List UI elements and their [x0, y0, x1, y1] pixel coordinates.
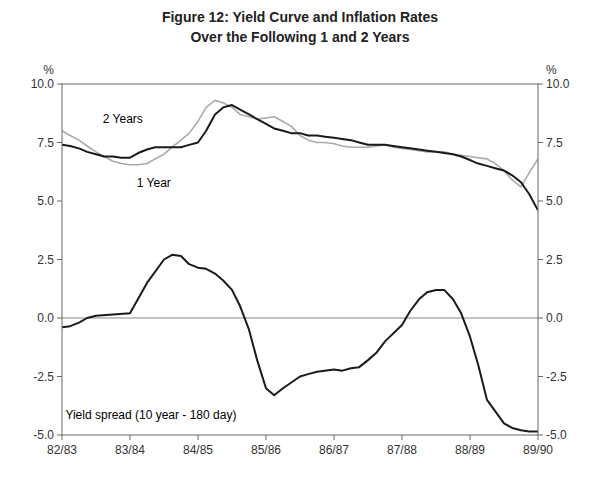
series-line — [62, 255, 538, 432]
x-tick-label: 88/89 — [455, 443, 485, 457]
x-tick — [402, 435, 403, 440]
y-axis-label: % — [43, 63, 54, 77]
y-tick-label: 2.5 — [37, 253, 54, 267]
y-tick — [57, 201, 62, 202]
chart: Figure 12: Yield Curve and Inflation Rat… — [0, 0, 600, 479]
annotation: 2 Years — [103, 112, 143, 126]
y2-tick — [538, 318, 543, 319]
plot-frame — [62, 84, 538, 435]
y2-tick — [538, 435, 543, 436]
y2-axis-label: % — [546, 63, 557, 77]
y-tick-label: 10.0 — [31, 77, 55, 91]
y2-tick — [538, 259, 543, 260]
y2-tick-label: 10.0 — [546, 77, 570, 91]
y2-tick — [538, 84, 543, 85]
series-line — [62, 100, 538, 187]
x-tick-label: 85/86 — [251, 443, 281, 457]
y-tick — [57, 142, 62, 143]
y-tick-label: 0.0 — [37, 311, 54, 325]
x-tick-label: 87/88 — [387, 443, 417, 457]
annotation: Yield spread (10 year - 180 day) — [65, 408, 236, 422]
y2-tick — [538, 142, 543, 143]
y-tick — [57, 435, 62, 436]
y2-tick-label: -2.5 — [546, 370, 567, 384]
x-tick-label: 82/83 — [47, 443, 77, 457]
plot-area — [62, 100, 538, 431]
reference-line — [62, 318, 538, 319]
y-tick — [57, 376, 62, 377]
annotation: 1 Year — [137, 176, 171, 190]
subtitle: Over the Following 1 and 2 Years — [190, 29, 409, 45]
x-tick — [538, 435, 539, 440]
background — [0, 0, 600, 479]
y2-tick-label: 5.0 — [546, 194, 563, 208]
title: Figure 12: Yield Curve and Inflation Rat… — [162, 9, 438, 25]
y-tick-label: -2.5 — [33, 370, 54, 384]
y2-tick — [538, 201, 543, 202]
y2-tick-label: 0.0 — [546, 311, 563, 325]
x-tick — [198, 435, 199, 440]
x-tick — [130, 435, 131, 440]
y2-tick-label: 7.5 — [546, 136, 563, 150]
x-tick-label: 89/90 — [523, 443, 553, 457]
y-tick-label: 5.0 — [37, 194, 54, 208]
x-tick-label: 83/84 — [115, 443, 145, 457]
y2-tick-label: 2.5 — [546, 253, 563, 267]
y2-tick — [538, 376, 543, 377]
x-tick — [62, 435, 63, 440]
x-tick — [266, 435, 267, 440]
x-tick-label: 84/85 — [183, 443, 213, 457]
y-tick-label: -5.0 — [33, 428, 54, 442]
x-tick — [334, 435, 335, 440]
x-tick-label: 86/87 — [319, 443, 349, 457]
y-tick-label: 7.5 — [37, 136, 54, 150]
x-tick — [470, 435, 471, 440]
series-line — [62, 105, 538, 210]
y-tick — [57, 259, 62, 260]
y-tick — [57, 84, 62, 85]
y-tick — [57, 318, 62, 319]
y2-tick-label: -5.0 — [546, 428, 567, 442]
